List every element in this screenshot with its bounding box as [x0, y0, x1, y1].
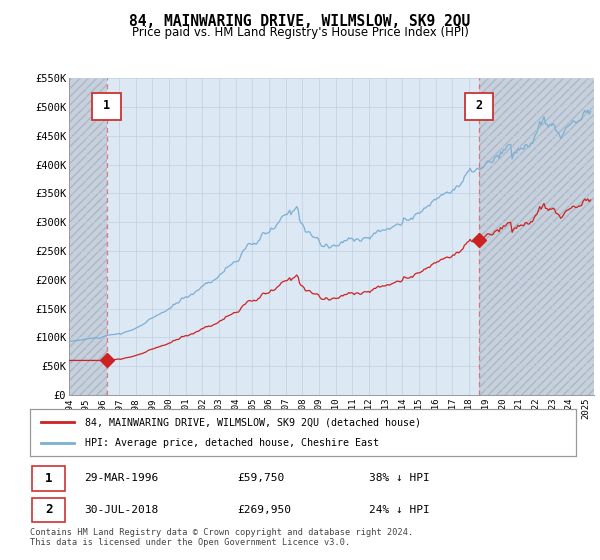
Text: 38% ↓ HPI: 38% ↓ HPI: [368, 473, 429, 483]
FancyBboxPatch shape: [32, 498, 65, 522]
Text: 1: 1: [45, 472, 52, 485]
Text: HPI: Average price, detached house, Cheshire East: HPI: Average price, detached house, Ches…: [85, 438, 379, 448]
Text: 29-MAR-1996: 29-MAR-1996: [85, 473, 159, 483]
Text: 30-JUL-2018: 30-JUL-2018: [85, 505, 159, 515]
Text: 84, MAINWARING DRIVE, WILMSLOW, SK9 2QU (detached house): 84, MAINWARING DRIVE, WILMSLOW, SK9 2QU …: [85, 417, 421, 427]
Bar: [479, 78, 594, 395]
Text: £59,750: £59,750: [238, 473, 285, 483]
Text: 2: 2: [475, 100, 482, 113]
FancyBboxPatch shape: [92, 92, 121, 119]
Text: £269,950: £269,950: [238, 505, 292, 515]
Text: 2: 2: [45, 503, 52, 516]
FancyBboxPatch shape: [32, 466, 65, 491]
Text: 84, MAINWARING DRIVE, WILMSLOW, SK9 2QU: 84, MAINWARING DRIVE, WILMSLOW, SK9 2QU: [130, 14, 470, 29]
Text: 1: 1: [103, 100, 110, 113]
Text: Contains HM Land Registry data © Crown copyright and database right 2024.
This d: Contains HM Land Registry data © Crown c…: [30, 528, 413, 548]
Bar: [69, 78, 107, 395]
Text: 24% ↓ HPI: 24% ↓ HPI: [368, 505, 429, 515]
FancyBboxPatch shape: [464, 92, 493, 119]
Text: Price paid vs. HM Land Registry's House Price Index (HPI): Price paid vs. HM Land Registry's House …: [131, 26, 469, 39]
